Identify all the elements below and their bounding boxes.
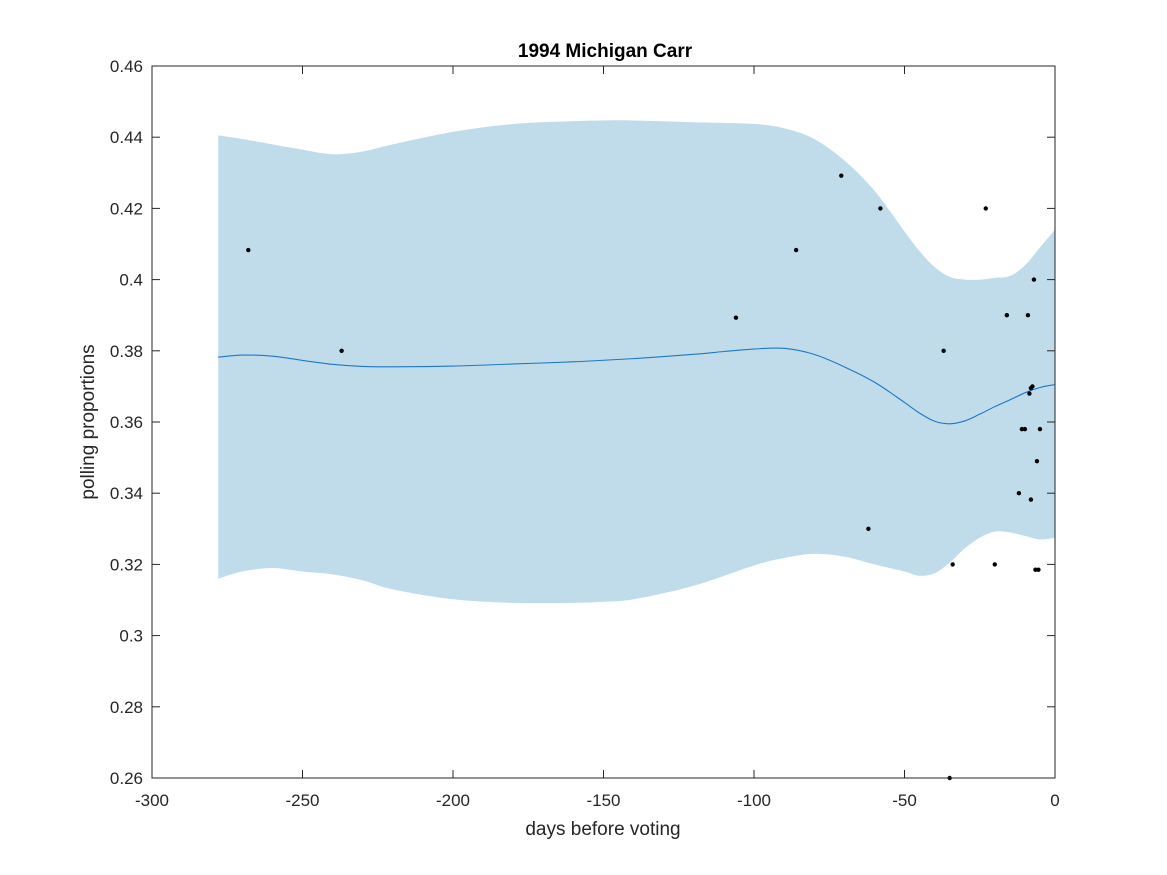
poll-point — [1034, 458, 1040, 464]
x-axis-label: days before voting — [525, 819, 680, 840]
confidence-band — [218, 120, 1056, 604]
poll-point — [878, 206, 883, 211]
poll-point — [246, 247, 251, 253]
poll-point — [1031, 277, 1037, 282]
y-tick-label: 0.4 — [119, 271, 143, 290]
x-tick-label: 0 — [1050, 791, 1059, 810]
y-tick-label: 0.34 — [110, 484, 143, 503]
poll-points-layer — [246, 173, 1043, 781]
y-tick-label: 0.26 — [110, 769, 143, 788]
poll-point — [339, 348, 344, 353]
x-tick-label: -50 — [892, 791, 917, 810]
x-tick-label: -200 — [436, 791, 470, 810]
y-tick-label: 0.42 — [110, 199, 143, 218]
y-axis-label: polling proportions — [78, 344, 99, 499]
chart-title: 1994 Michigan Carr — [518, 41, 693, 62]
poll-point — [793, 247, 799, 253]
y-axis-ticks: 0.26 0.28 0.3 0.32 0.34 0.36 0.38 0.4 0.42 0.44 0.… — [110, 57, 1055, 788]
y-tick-label: 0.36 — [110, 413, 143, 432]
x-tick-label: -250 — [285, 791, 319, 810]
y-tick-label: 0.3 — [119, 627, 143, 646]
y-tick-label: 0.38 — [110, 342, 143, 361]
x-axis-ticks: -300 -250 -200 -150 -100 -50 0 — [135, 66, 1060, 810]
poll-point — [1037, 426, 1043, 432]
y-tick-label: 0.44 — [110, 128, 143, 147]
poll-point — [1016, 491, 1022, 496]
poll-point — [839, 173, 844, 178]
mean-line-layer — [218, 347, 1056, 425]
poll-point — [1036, 567, 1041, 572]
poll-point — [941, 348, 946, 353]
poll-point — [1033, 567, 1038, 572]
confidence-band-layer — [218, 120, 1056, 604]
x-tick-label: -100 — [737, 791, 771, 810]
poll-point — [950, 562, 955, 567]
y-tick-label: 0.46 — [110, 57, 143, 76]
poll-point — [983, 206, 988, 211]
poll-point — [1019, 426, 1025, 432]
poll-point — [866, 526, 871, 531]
mean-line — [218, 347, 1056, 425]
poll-point — [1030, 384, 1035, 389]
y-tick-label: 0.28 — [110, 698, 143, 717]
poll-point — [1028, 497, 1034, 502]
x-tick-label: -300 — [135, 791, 169, 810]
poll-point — [733, 315, 739, 320]
poll-point — [1022, 426, 1028, 432]
x-tick-label: -150 — [586, 791, 620, 810]
poll-point — [1027, 391, 1032, 396]
poll-point — [992, 562, 997, 567]
poll-point — [1004, 313, 1010, 318]
poll-point — [1025, 313, 1031, 318]
y-tick-label: 0.32 — [110, 555, 143, 574]
